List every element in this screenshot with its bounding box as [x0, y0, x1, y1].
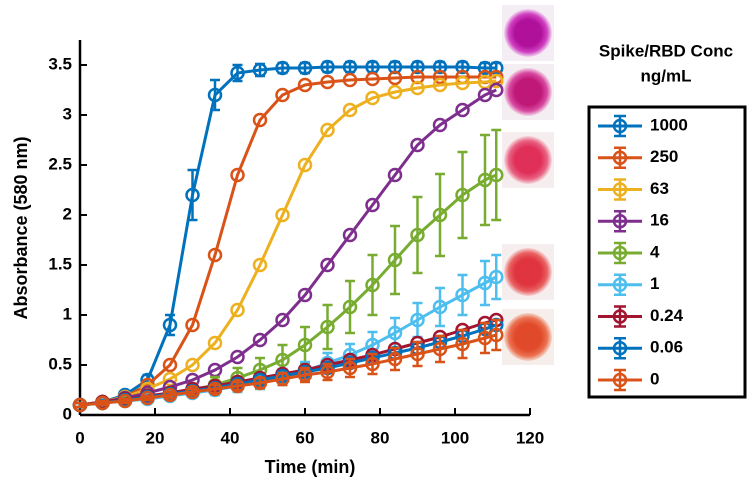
- error-bar: [368, 255, 378, 315]
- well: [504, 313, 552, 361]
- line: [80, 67, 496, 405]
- well: [504, 136, 552, 184]
- well: [504, 248, 552, 296]
- chart: Absorbance (580 nm) Time (min) Spike/RBD…: [0, 0, 754, 483]
- legend-label: 0.24: [650, 306, 684, 325]
- legend-title: Spike/RBD Conc: [599, 41, 733, 60]
- legend-label: 0.06: [650, 338, 683, 357]
- x-tick-label: 60: [296, 428, 315, 447]
- error-bar: [323, 305, 333, 349]
- x-tick-label: 120: [516, 428, 544, 447]
- y-tick-label: 1: [63, 304, 72, 323]
- y-tick-label: 3.5: [48, 54, 72, 73]
- well: [504, 68, 552, 116]
- legend-label: 4: [650, 242, 660, 261]
- legend-label: 16: [650, 211, 669, 230]
- x-tick-label: 0: [75, 428, 84, 447]
- error-bar: [300, 327, 310, 363]
- legend-label: 250: [650, 147, 678, 166]
- error-bar: [491, 255, 501, 299]
- error-bar: [458, 275, 468, 315]
- y-tick-label: 2: [63, 204, 72, 223]
- error-bar: [345, 281, 355, 333]
- legend-label: 1000: [650, 115, 688, 134]
- y-tick-label: 3: [63, 104, 72, 123]
- y-axis-label: Absorbance (580 nm): [11, 136, 31, 319]
- legend-label: 0: [650, 369, 659, 388]
- y-tick-label: 0: [63, 404, 72, 423]
- error-bar: [435, 288, 445, 326]
- series: [74, 319, 502, 411]
- error-bar: [480, 261, 490, 305]
- well-images: [502, 5, 554, 365]
- y-tick-label: 1.5: [48, 254, 72, 273]
- error-bar: [458, 152, 468, 238]
- x-tick-label: 100: [441, 428, 469, 447]
- x-tick-label: 40: [221, 428, 240, 447]
- x-axis-label: Time (min): [265, 457, 356, 477]
- error-bar: [413, 303, 423, 337]
- legend-label: 1: [650, 274, 659, 293]
- x-tick-label: 80: [371, 428, 390, 447]
- series: [74, 130, 502, 411]
- y-tick-label: 2.5: [48, 154, 72, 173]
- x-tick-label: 20: [146, 428, 165, 447]
- legend-label: 63: [650, 179, 669, 198]
- error-bar: [390, 226, 400, 294]
- legend-title: ng/mL: [641, 66, 692, 85]
- error-bar: [413, 197, 423, 273]
- well: [504, 9, 552, 57]
- error-bar: [435, 174, 445, 256]
- y-tick-label: 0.5: [48, 354, 72, 373]
